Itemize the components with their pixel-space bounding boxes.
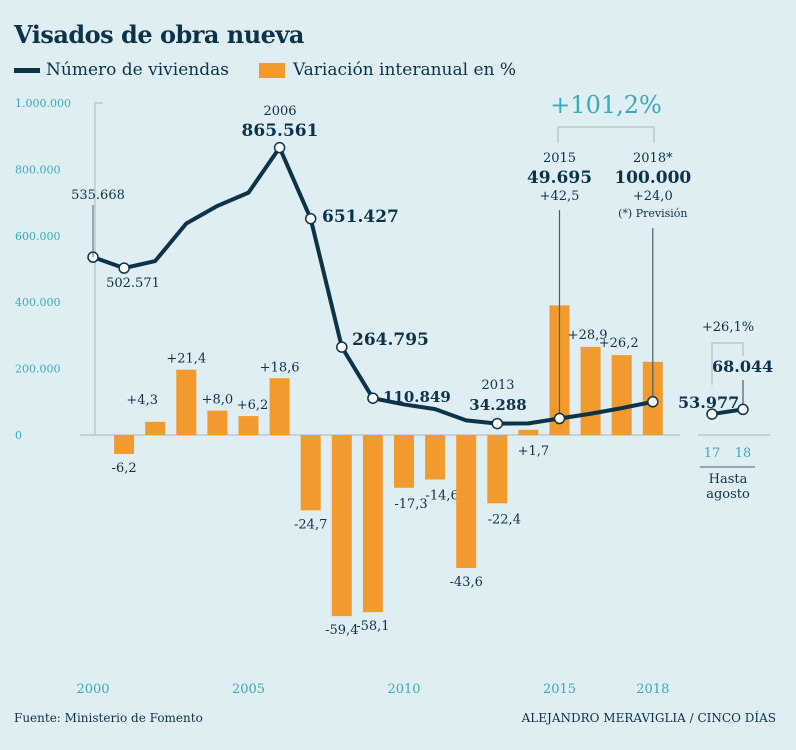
bar-label: -59,4 (325, 623, 358, 638)
inset-tick-label: 17 (704, 446, 721, 461)
line-point (647, 396, 659, 408)
bar-label: +21,4 (166, 352, 206, 367)
line-point (367, 392, 379, 404)
line-value-label: 865.561 (242, 121, 319, 141)
legend-line-label: Número de viviendas (46, 60, 229, 80)
annotation-pct: +42,5 (540, 189, 580, 204)
y-axis-line (94, 102, 103, 435)
line-point (118, 262, 130, 274)
line-value-label: 651.427 (322, 207, 399, 227)
change-bracket (557, 126, 655, 143)
annotation-year: 2018* (633, 151, 673, 166)
bar (331, 435, 352, 617)
y-tick-label: 200.000 (15, 363, 61, 376)
inset-point (737, 403, 749, 416)
legend-bar-label: Variación interanual en % (292, 60, 517, 80)
bar (425, 435, 446, 480)
bar-label: +28,9 (568, 328, 608, 343)
bar (145, 421, 166, 435)
bar-label: -43,6 (450, 575, 483, 590)
credit: ALEJANDRO MERAVIGLIA / CINCO DÍAS (521, 711, 776, 725)
change-label: +101,2% (550, 91, 662, 119)
bar (176, 369, 197, 435)
inset-label: 53.977 (678, 393, 739, 412)
inset-label: 68.044 (712, 357, 773, 376)
bar-label: +8,0 (202, 393, 234, 408)
inset-point (706, 408, 718, 420)
line-point (273, 141, 286, 154)
bar-label: -14,6 (425, 489, 458, 504)
legend-bar-swatch (258, 62, 285, 78)
legend-line-swatch (14, 67, 40, 73)
bar (114, 435, 135, 454)
bar (269, 378, 290, 435)
line-value-label: 502.571 (106, 276, 160, 291)
chart-title: Visados de obra nueva (14, 20, 304, 49)
bar-label: +18,6 (260, 360, 300, 375)
bar-label: -22,4 (488, 512, 521, 527)
y-tick-label: 0 (15, 429, 22, 442)
y-tick-label: 800.000 (15, 163, 61, 176)
bar (518, 429, 539, 435)
annotation-note: (*) Previsión (618, 207, 687, 220)
bar (362, 435, 383, 613)
line-value-label: 264.795 (352, 330, 429, 350)
bar (394, 435, 414, 488)
line-point (336, 341, 348, 353)
inset-tick-label: 18 (735, 446, 752, 461)
bar-label: +1,7 (518, 444, 550, 459)
y-tick-label: 400.000 (15, 296, 61, 309)
line-point (491, 417, 504, 430)
inset-change: +26,1% (702, 320, 754, 335)
bar-label: +6,2 (237, 398, 269, 413)
inset-bracket (711, 342, 744, 385)
annotation-pct: +24,0 (633, 189, 673, 204)
line-value-label: 110.849 (383, 388, 451, 406)
source-note: Fuente: Ministerio de Fomento (14, 711, 203, 725)
bar (238, 416, 259, 435)
line-value-label: 34.288 (469, 396, 526, 414)
line-value-label: 535.668 (71, 188, 125, 203)
bar (487, 435, 508, 504)
inset-caption: agosto (706, 487, 750, 502)
y-tick-label: 1.000.000 (15, 97, 71, 110)
annotation-year: 2015 (543, 151, 576, 166)
bar (580, 346, 601, 435)
inset-caption: Hasta (709, 472, 748, 487)
legend: Número de viviendas Variación interanual… (14, 60, 516, 80)
line-point (553, 412, 566, 425)
bar (611, 355, 632, 435)
bar (300, 435, 321, 511)
bar-label: +4,3 (126, 393, 158, 408)
x-tick-label: 2005 (232, 682, 265, 697)
x-tick-label: 2000 (76, 682, 109, 697)
peak-year-label: 2006 (263, 104, 296, 119)
bar-label: -58,1 (356, 619, 389, 634)
y-tick-label: 600.000 (15, 230, 61, 243)
x-tick-label: 2010 (387, 682, 420, 697)
x-tick-label: 2015 (543, 682, 576, 697)
bar (456, 435, 477, 568)
bar-label: -24,7 (294, 517, 327, 532)
annotation-value: 100.000 (614, 168, 691, 188)
x-tick-label: 2018 (636, 682, 669, 697)
line-point (304, 212, 317, 225)
bar (207, 410, 228, 435)
annotation-value: 49.695 (527, 168, 592, 188)
bar-label: +26,2 (599, 336, 639, 351)
low-year-label: 2013 (481, 378, 514, 393)
bar-label: -17,3 (394, 497, 427, 512)
bar-label: -6,2 (112, 461, 137, 476)
